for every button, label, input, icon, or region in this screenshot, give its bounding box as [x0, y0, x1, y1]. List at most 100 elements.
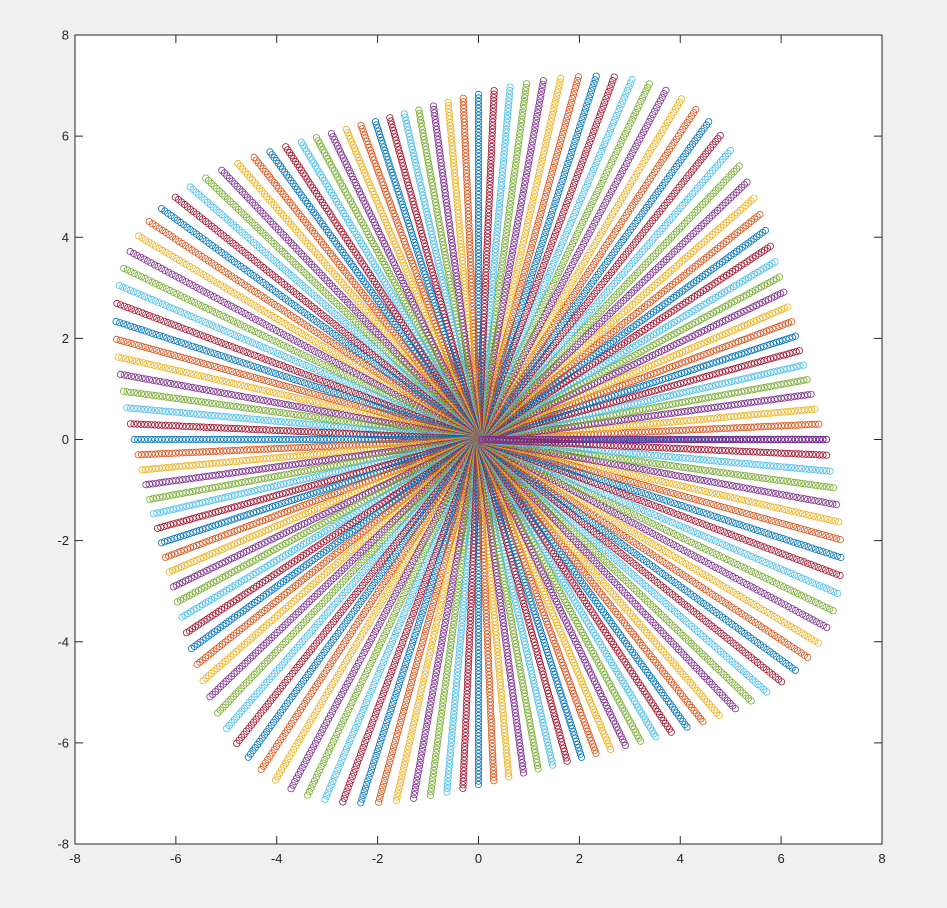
- data-point: [674, 370, 682, 378]
- data-point: [726, 424, 734, 432]
- data-point: [700, 405, 709, 413]
- data-point: [620, 373, 628, 381]
- data-point: [736, 424, 745, 432]
- data-point: [747, 347, 755, 355]
- data-point: [612, 384, 620, 392]
- data-point: [771, 308, 779, 316]
- data-point: [700, 339, 708, 347]
- data-point: [799, 361, 807, 369]
- data-point: [777, 394, 785, 402]
- data-point: [721, 379, 729, 387]
- data-point: [744, 374, 752, 382]
- data-point: [725, 366, 733, 374]
- data-point: [610, 377, 619, 385]
- data-point: [672, 351, 681, 359]
- data-point: [706, 360, 714, 368]
- data-point: [750, 317, 758, 326]
- data-point: [754, 358, 762, 366]
- data-point: [684, 356, 692, 365]
- data-point: [694, 341, 702, 349]
- data-point: [744, 386, 752, 395]
- data-point: [640, 373, 649, 381]
- data-point: [725, 341, 733, 349]
- data-point: [636, 383, 644, 391]
- data-point: [658, 375, 667, 384]
- data-point: [595, 396, 603, 404]
- data-point: [642, 381, 651, 389]
- data-point: [801, 421, 809, 429]
- data-point: [727, 413, 735, 421]
- data-point: [622, 422, 631, 430]
- data-point: [782, 335, 790, 343]
- data-point: [762, 312, 770, 320]
- data-point: [696, 425, 704, 434]
- data-point: [627, 386, 635, 394]
- data-point: [725, 328, 733, 336]
- data-point: [786, 349, 794, 357]
- data-point: [691, 396, 700, 404]
- data-point: [779, 351, 788, 359]
- data-point: [665, 401, 673, 409]
- data-point: [741, 387, 749, 395]
- data-point: [647, 361, 656, 369]
- data-point: [773, 353, 781, 361]
- data-point: [638, 428, 646, 436]
- data-point: [693, 375, 701, 383]
- data-point: [723, 424, 731, 432]
- data-point: [650, 369, 658, 378]
- data-point: [711, 392, 719, 401]
- data-point: [677, 369, 686, 377]
- data-point: [762, 327, 771, 335]
- ray-series: [478, 332, 800, 443]
- data-point: [724, 378, 733, 386]
- data-point: [716, 424, 724, 433]
- data-point: [672, 361, 680, 369]
- data-point: [570, 431, 578, 439]
- data-point: [637, 374, 645, 382]
- data-point: [782, 350, 791, 358]
- data-point: [649, 379, 657, 387]
- data-point: [708, 393, 716, 401]
- data-point: [682, 426, 690, 434]
- data-point: [811, 420, 820, 428]
- data-point: [721, 367, 730, 375]
- data-point: [753, 344, 762, 353]
- data-point: [696, 415, 705, 424]
- data-point: [815, 420, 823, 428]
- data-point: [715, 380, 723, 389]
- data-point: [757, 423, 765, 431]
- data-point: [743, 423, 752, 431]
- data-point: [728, 340, 736, 348]
- data-point: [759, 313, 767, 322]
- data-point: [627, 428, 636, 437]
- data-point: [625, 379, 633, 387]
- data-point: [808, 420, 816, 429]
- data-point: [772, 338, 781, 346]
- data-point: [697, 405, 705, 413]
- data-point: [647, 371, 655, 379]
- data-point: [665, 373, 673, 382]
- data-point: [737, 388, 746, 396]
- data-point: [734, 363, 743, 372]
- data-point: [677, 408, 685, 416]
- data-point: [598, 407, 606, 415]
- data-point: [619, 395, 627, 404]
- data-point: [695, 395, 703, 403]
- data-point: [545, 416, 553, 424]
- data-point: [583, 389, 591, 397]
- data-point: [556, 405, 564, 413]
- data-point: [622, 380, 630, 388]
- data-point: [764, 396, 772, 404]
- data-point: [770, 368, 778, 376]
- data-point: [734, 338, 743, 346]
- data-point: [532, 419, 540, 428]
- data-point: [535, 418, 544, 427]
- data-point: [633, 384, 641, 392]
- data-point: [576, 431, 585, 439]
- data-point: [787, 421, 796, 429]
- data-point: [709, 371, 717, 379]
- data-point: [630, 400, 639, 408]
- data-point: [555, 413, 563, 421]
- data-point: [684, 367, 692, 375]
- data-point: [731, 352, 739, 360]
